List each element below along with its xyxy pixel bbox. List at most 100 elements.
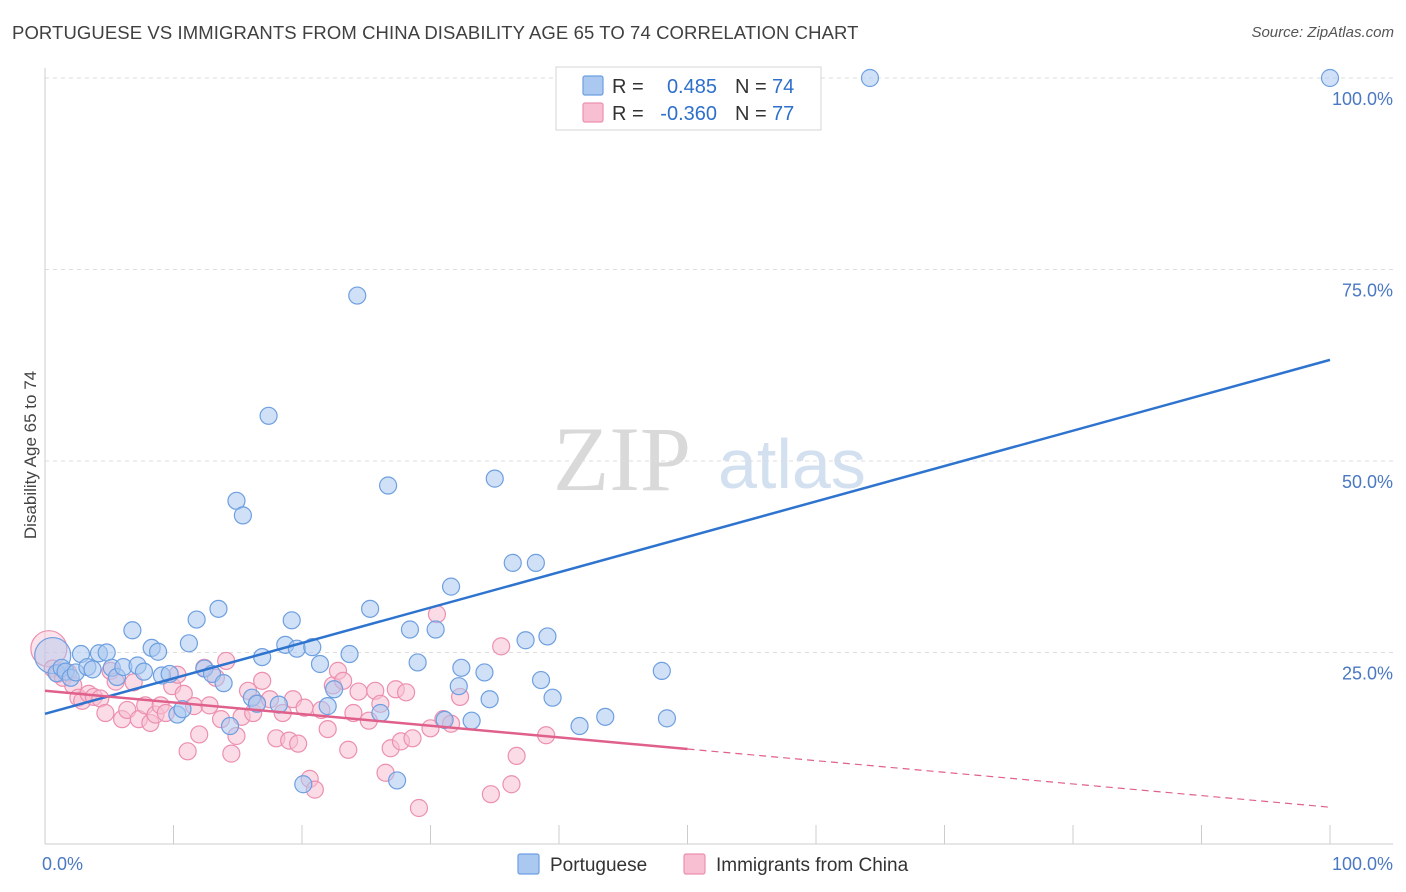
portuguese-point (516, 631, 535, 650)
legend-swatch-portuguese (517, 853, 540, 875)
china-point (190, 725, 209, 744)
china-trend-line-extension (687, 748, 1331, 808)
portuguese-point (247, 694, 267, 713)
portuguese-point (310, 654, 330, 674)
stats-n-value-china: 77 (772, 103, 794, 125)
portuguese-point (426, 620, 445, 639)
china-point (339, 740, 358, 759)
stats-swatch-china (582, 102, 604, 123)
portuguese-point (134, 662, 154, 681)
portuguese-point (480, 690, 499, 709)
portuguese-point (340, 644, 359, 664)
y-axis-title: Disability Age 65 to 74 (21, 371, 40, 539)
chart-source: Source: ZipAtlas.com (1251, 24, 1394, 41)
portuguese-point (543, 688, 562, 707)
x-tick-label: 0.0% (42, 854, 83, 874)
stats-r-label-china: R = (612, 103, 644, 125)
stats-n-label-portuguese: N = (735, 76, 767, 98)
portuguese-point (303, 638, 322, 657)
portuguese-point (596, 707, 615, 726)
portuguese-point (371, 703, 390, 723)
portuguese-point (860, 68, 880, 88)
portuguese-point (220, 716, 240, 736)
china-point (403, 729, 422, 748)
portuguese-point (503, 553, 522, 572)
china-points (30, 605, 556, 818)
stats-n-value-portuguese: 74 (772, 76, 794, 98)
portuguese-point (294, 775, 313, 794)
portuguese-point (123, 621, 142, 640)
portuguese-point (449, 677, 468, 696)
watermark-atlas: atlas (718, 425, 866, 503)
china-point (318, 719, 337, 739)
legend-swatch-china (683, 853, 706, 875)
portuguese-point (361, 599, 380, 618)
portuguese-point (282, 611, 301, 630)
china-point (217, 651, 236, 671)
y-tick-label: 25.0% (1342, 664, 1393, 684)
portuguese-point (83, 660, 102, 679)
legend-label-portuguese: Portuguese (550, 855, 647, 876)
stats-r-value-portuguese: 0.485 (667, 76, 717, 98)
portuguese-point (378, 476, 398, 495)
stats-legend: R = 0.485 N = 74 R = -0.360 N = 77 (555, 66, 822, 131)
china-point (96, 703, 115, 723)
portuguese-point (657, 709, 677, 728)
china-point (349, 682, 368, 701)
legend-label-china: Immigrants from China (716, 855, 909, 876)
china-point (481, 785, 500, 804)
china-point (289, 734, 308, 753)
y-tick-label: 75.0% (1342, 281, 1393, 301)
china-point (507, 746, 526, 766)
watermark: ZIP atlas (553, 408, 866, 510)
portuguese-point (259, 406, 278, 425)
tick-labels: 25.0% 50.0% 75.0% 100.0% 0.0% 100.0% (42, 89, 1393, 874)
china-trend-line (44, 689, 688, 751)
portuguese-point (387, 771, 407, 790)
portuguese-point (318, 697, 337, 716)
portuguese-point (408, 653, 427, 672)
portuguese-point (452, 658, 471, 677)
portuguese-point (652, 661, 671, 680)
portuguese-point (209, 599, 228, 618)
china-point (253, 671, 272, 690)
china-point (222, 744, 241, 763)
axes (44, 68, 1393, 845)
chart-title: PORTUGUESE VS IMMIGRANTS FROM CHINA DISA… (12, 22, 859, 43)
china-point (492, 637, 511, 656)
y-tick-label: 100.0% (1332, 89, 1393, 109)
portuguese-point (435, 710, 454, 730)
y-tick-label: 50.0% (1342, 472, 1393, 492)
portuguese-point (179, 634, 199, 653)
portuguese-point (325, 680, 344, 699)
stats-swatch-portuguese (582, 75, 604, 96)
portuguese-point (348, 286, 367, 305)
bottom-legend: Portuguese Immigrants from China (517, 853, 909, 876)
portuguese-point (462, 711, 481, 730)
portuguese-point (233, 506, 252, 525)
trend-lines (44, 358, 1331, 808)
portuguese-point (400, 620, 420, 639)
stats-r-label-portuguese: R = (612, 76, 644, 98)
china-point (502, 775, 521, 794)
portuguese-point (485, 469, 504, 488)
portuguese-trend-line (44, 358, 1331, 715)
portuguese-point (97, 643, 116, 662)
portuguese-points (34, 68, 1340, 794)
china-point (396, 683, 416, 702)
china-point (421, 719, 440, 738)
portuguese-point (526, 553, 545, 572)
china-point (409, 798, 429, 818)
portuguese-point (570, 716, 589, 736)
portuguese-point (538, 627, 557, 646)
stats-n-label-china: N = (735, 103, 767, 125)
watermark-zip: ZIP (553, 408, 691, 510)
grid-lines (45, 77, 1393, 653)
x-tick-label: 100.0% (1332, 854, 1393, 874)
stats-r-value-china: -0.360 (660, 103, 717, 125)
china-point (178, 742, 197, 761)
portuguese-point (531, 670, 551, 690)
portuguese-point (148, 642, 168, 661)
portuguese-point (187, 610, 206, 629)
